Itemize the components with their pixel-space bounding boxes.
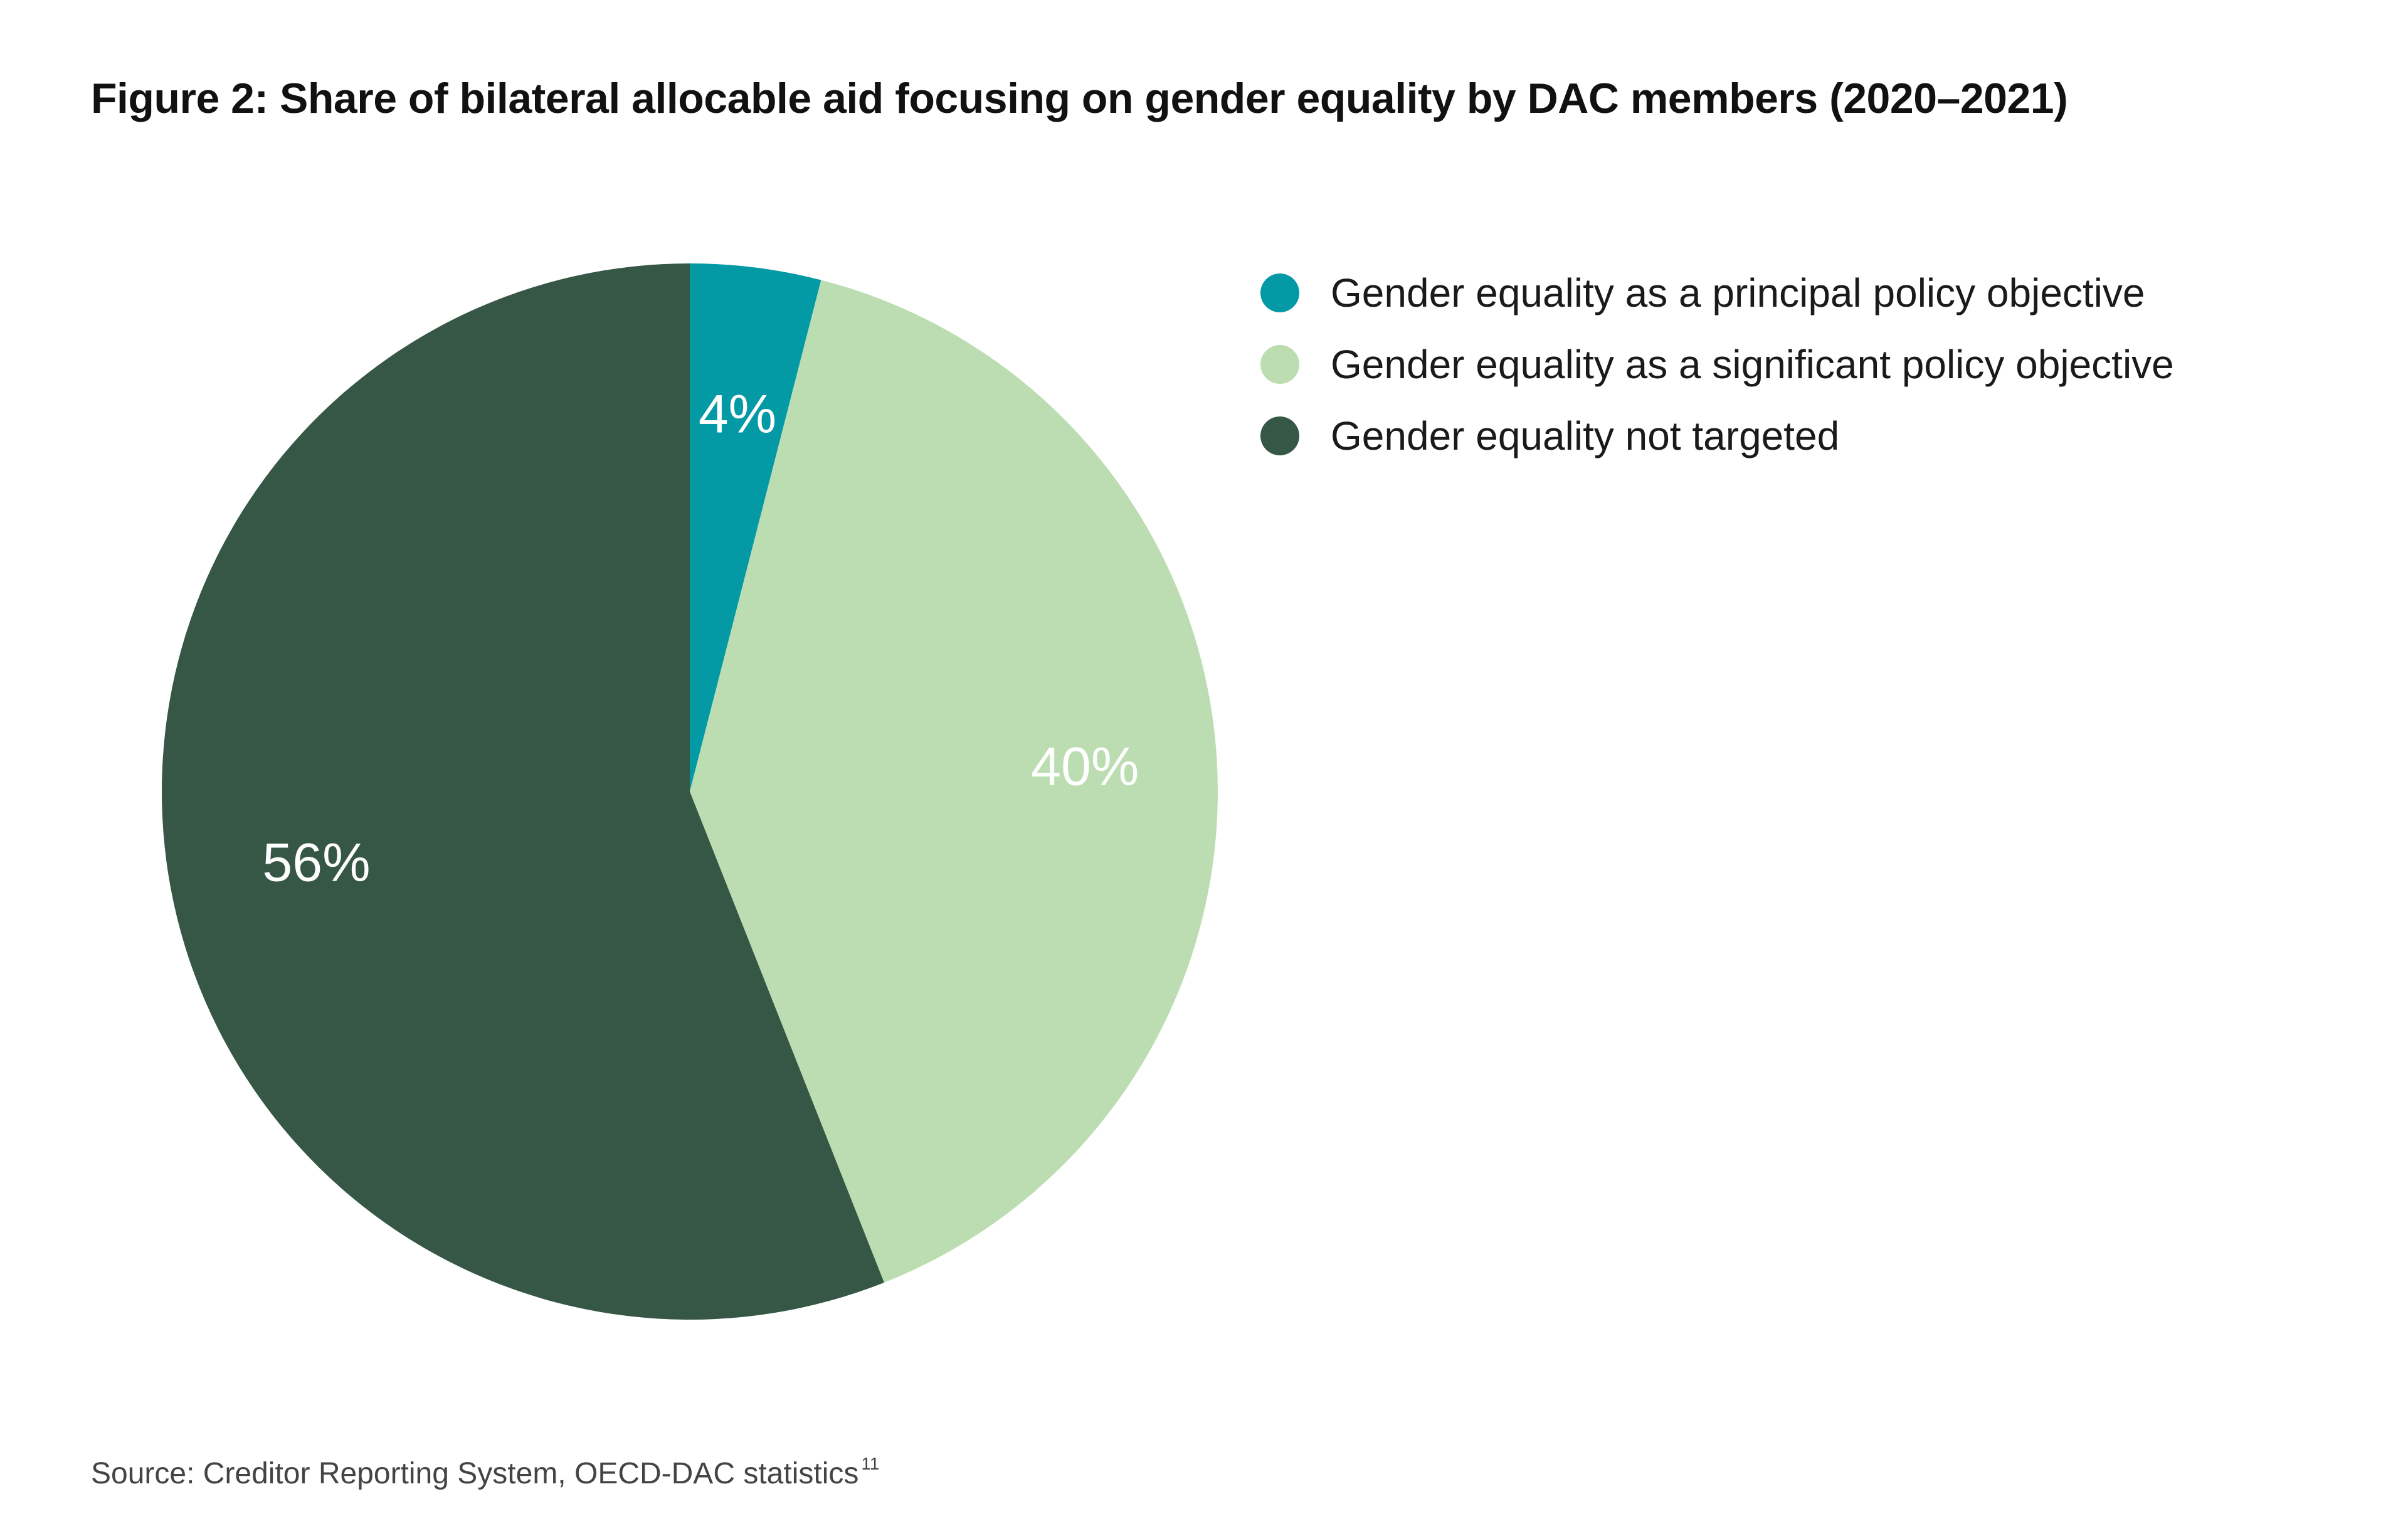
legend-swatch: [1260, 416, 1299, 455]
slice-data-label: 40%: [1031, 736, 1139, 797]
slice-data-label: 56%: [262, 833, 370, 893]
pie-slice: [162, 263, 884, 1320]
pie-slice: [690, 263, 821, 792]
pie-slices: [162, 263, 1218, 1320]
legend-item-significant: Gender equality as a significant policy …: [1260, 329, 2174, 400]
slice-data-label: 4%: [699, 384, 776, 445]
pie-slice: [690, 280, 1218, 1283]
source-footnote: 11: [861, 1454, 880, 1473]
legend-label: Gender equality as a principal policy ob…: [1331, 270, 2145, 315]
source-note: Source: Creditor Reporting System, OECD-…: [91, 1454, 879, 1491]
legend-item-principal: Gender equality as a principal policy ob…: [1260, 257, 2174, 329]
legend-swatch: [1260, 345, 1299, 384]
legend-swatch: [1260, 273, 1299, 312]
pie-slice-labels: 4% 40% 56%: [262, 384, 1139, 893]
chart-title: Figure 2: Share of bilateral allocable a…: [91, 75, 2068, 122]
legend-label: Gender equality not targeted: [1331, 413, 1840, 458]
legend-label: Gender equality as a significant policy …: [1331, 342, 2174, 387]
legend-item-not-targeted: Gender equality not targeted: [1260, 400, 2174, 472]
legend: Gender equality as a principal policy ob…: [1260, 257, 2174, 472]
source-text: Source: Creditor Reporting System, OECD-…: [91, 1457, 859, 1490]
